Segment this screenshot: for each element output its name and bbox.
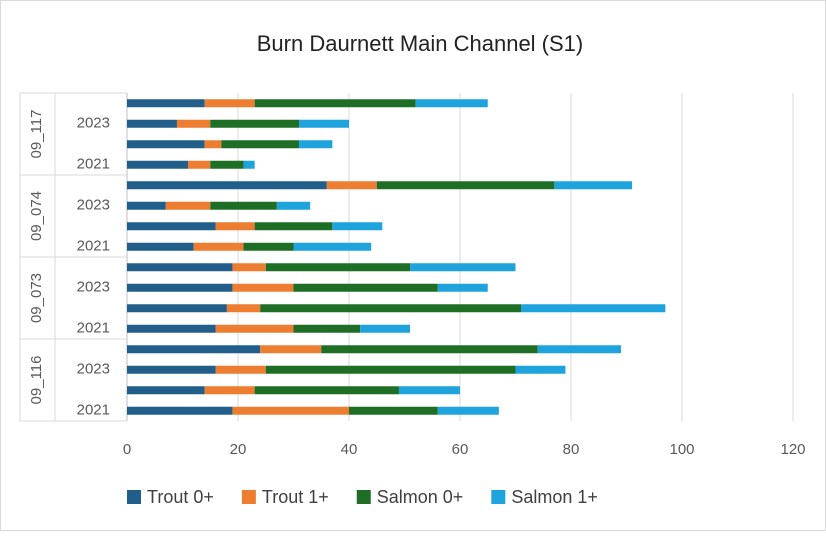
bar-segment [265,365,516,374]
bar-segment [210,201,277,210]
bar-segment [215,222,255,231]
bar-segment [398,386,460,395]
legend-label: Trout 0+ [147,487,214,507]
bar-segment [293,324,361,333]
bar-segment [243,160,255,169]
bar-segment [127,201,166,210]
bar-segment [415,99,488,108]
bar-segment [127,119,177,128]
bar-segment [243,242,294,251]
bar-segment [521,304,666,313]
bar-segment [165,201,211,210]
bar-segment [221,140,300,149]
bar-segment [260,304,522,313]
y-tick-label: 2021 [77,238,110,255]
y-tick-label: 2021 [77,156,110,173]
bar-segment [254,386,399,395]
bar-segment [127,160,189,169]
bar-segment [215,324,294,333]
bar-segment [293,283,438,292]
bar-segment [437,406,499,415]
legend-swatch [491,490,506,504]
bar-segment [232,406,349,415]
bar-segment [326,181,377,190]
bar-segment [360,324,411,333]
bar-segment [232,263,266,272]
y-tick-label: 2023 [77,279,110,296]
bar-segment [127,99,205,108]
bar-segment [193,242,244,251]
y-tick-label: 2021 [77,402,110,419]
y-tick-label: 2023 [77,197,110,214]
bar-segment [127,181,327,190]
bar-segment [127,406,233,415]
bar-segment [127,324,216,333]
group-label: 09_117 [28,110,45,159]
x-tick-label: 100 [669,441,694,458]
bar-segment [299,140,333,149]
bar-segment [127,222,216,231]
x-tick-label: 20 [230,441,247,458]
bar-segment [376,181,555,190]
bar-segment [127,386,205,395]
bar-segment [515,365,566,374]
bar-segment [127,283,233,292]
legend-swatch [356,490,371,504]
x-tick-label: 80 [563,441,580,458]
bar-segment [321,345,538,354]
bar-segment [554,181,633,190]
bar-segment [204,386,255,395]
x-tick-label: 60 [452,441,469,458]
group-label: 09_116 [28,356,45,405]
bar-segment [127,263,233,272]
x-tick-label: 120 [780,441,805,458]
bar-segment [537,345,621,354]
y-tick-label: 2023 [77,115,110,132]
bar-segment [204,140,222,149]
bar-segment [204,99,255,108]
bar-segment [210,160,244,169]
bar-segment [127,365,216,374]
bar-segment [226,304,261,313]
bar-segment [293,242,372,251]
bar-segment [332,222,383,231]
x-tick-label: 40 [341,441,358,458]
bar-segment [299,119,349,128]
bar-segment [210,119,300,128]
legend-swatch [241,490,256,504]
bar-segment [176,119,211,128]
bar-segment [232,283,294,292]
bar-segment [254,222,333,231]
legend-label: Salmon 1+ [511,487,598,507]
bar-segment [349,406,438,415]
group-label: 09_073 [28,273,45,323]
bar-segment [188,160,211,169]
bar-segment [265,263,411,272]
legend-label: Trout 1+ [262,487,329,507]
bar-segment [127,140,205,149]
x-tick-label: 0 [123,441,131,458]
bar-segment [437,283,488,292]
bar-segment [127,242,194,251]
bar-segment [127,304,227,313]
bar-segment [127,345,261,354]
legend-label: Salmon 0+ [377,487,464,507]
bar-segment [215,365,266,374]
bar-segment [410,263,516,272]
chart-title: Burn Daurnett Main Channel (S1) [257,31,584,56]
y-tick-label: 2023 [77,361,110,378]
bar-segment [276,201,311,210]
bar-segment [260,345,322,354]
bar-segment [254,99,416,108]
legend-swatch [127,490,141,504]
y-tick-label: 2021 [77,320,110,337]
group-label: 09_074 [28,191,45,241]
